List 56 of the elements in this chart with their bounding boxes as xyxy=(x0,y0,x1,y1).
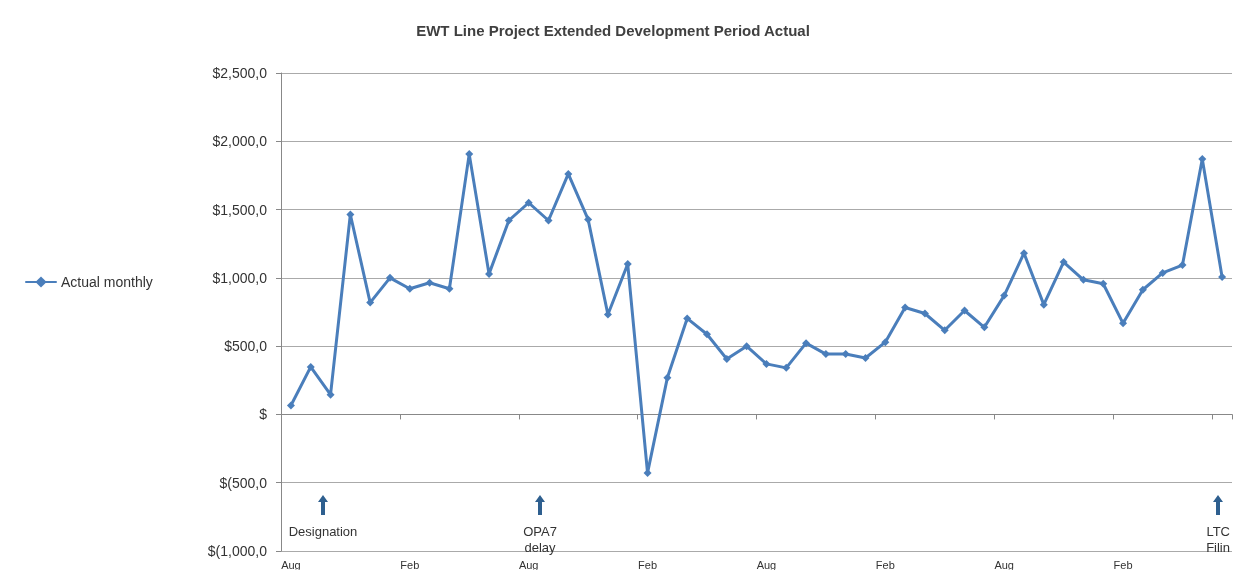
point xyxy=(940,326,949,335)
y-tick-label: $(1,000,0 xyxy=(207,543,268,559)
point xyxy=(524,198,533,207)
point xyxy=(980,323,989,332)
point xyxy=(861,354,870,363)
point xyxy=(802,339,811,348)
point xyxy=(663,373,672,382)
point xyxy=(1099,279,1108,288)
annotation: Designation xyxy=(287,524,359,540)
annotation: OPA7 delay xyxy=(522,524,558,556)
point xyxy=(366,298,375,307)
point xyxy=(821,350,830,359)
point xyxy=(702,330,711,339)
y-tick-label: $1,500,0 xyxy=(212,201,268,218)
x-tick-label: Feb xyxy=(400,558,420,570)
point xyxy=(881,338,890,347)
point xyxy=(901,303,910,312)
point xyxy=(722,354,731,363)
annotation: LTC Filin xyxy=(1205,524,1230,556)
point xyxy=(683,314,692,323)
point xyxy=(920,309,929,318)
point xyxy=(960,306,969,315)
point xyxy=(584,215,593,224)
point xyxy=(504,216,513,225)
point xyxy=(762,359,771,368)
y-tick-label: $500,0 xyxy=(224,338,268,355)
x-tick-label: Aug xyxy=(518,558,539,570)
point xyxy=(1119,319,1128,328)
point xyxy=(742,342,751,351)
x-tick-label: Feb xyxy=(638,558,658,570)
point xyxy=(1158,268,1167,277)
x-tick-label: Aug xyxy=(994,558,1014,570)
y-tick-label: $1,000,0 xyxy=(212,269,268,286)
x-tick-label: Feb xyxy=(1113,558,1133,570)
point xyxy=(782,363,791,372)
point xyxy=(1079,275,1088,284)
y-tick-label: $2,000,0 xyxy=(212,133,268,150)
x-tick-label: Feb xyxy=(875,558,895,570)
x-tick-label: Aug xyxy=(756,558,777,570)
y-tick-label: $ xyxy=(259,406,268,423)
point xyxy=(445,284,454,293)
point xyxy=(306,362,315,371)
point xyxy=(1178,261,1187,270)
y-tick-label: $2,500,0 xyxy=(212,65,268,81)
point xyxy=(425,278,434,287)
y-tick-label: $(500,0 xyxy=(219,474,268,491)
point xyxy=(1059,258,1068,267)
legend-label: Actual monthly xyxy=(61,274,153,290)
point xyxy=(405,284,414,293)
point xyxy=(1138,285,1147,294)
point xyxy=(385,273,394,282)
point xyxy=(1000,291,1009,300)
point xyxy=(544,216,553,225)
x-tick-label: Aug xyxy=(281,558,301,570)
chart-title: EWT Line Project Extended Development Period Actual xyxy=(416,22,810,39)
point xyxy=(286,401,295,410)
